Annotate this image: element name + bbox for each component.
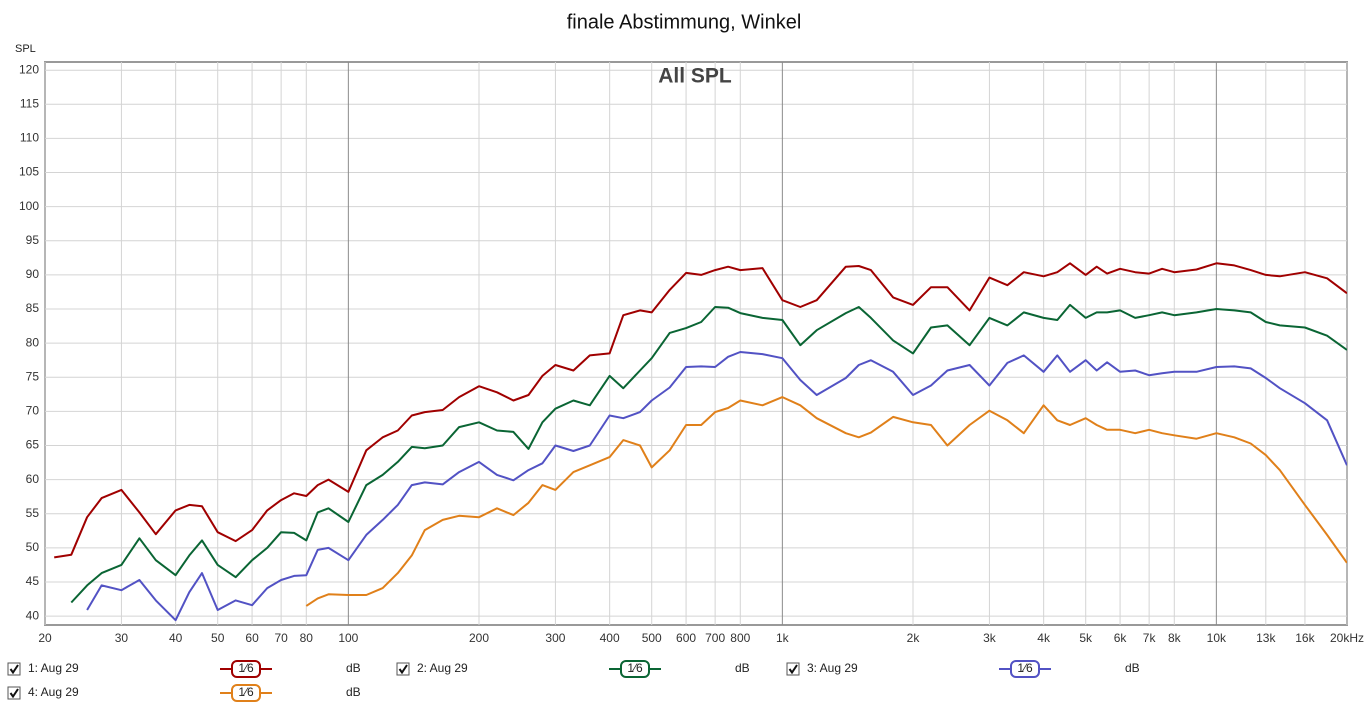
x-tick-label: 200 [469, 631, 489, 645]
legend-checkbox[interactable] [396, 662, 410, 676]
y-tick-label: 70 [26, 404, 40, 418]
x-tick-label: 2k [907, 631, 921, 645]
x-tick-label: 7k [1143, 631, 1157, 645]
check-mark [9, 688, 19, 699]
annotation: All SPL [658, 65, 732, 88]
y-tick-label: 80 [26, 335, 40, 349]
series-line [54, 262, 1347, 559]
y-tick-label: 95 [26, 233, 40, 247]
y-tick-label: 65 [26, 438, 40, 452]
series-line [70, 303, 1347, 604]
x-tick-label: 1k [776, 631, 790, 645]
x-tick-label: 60 [245, 631, 259, 645]
x-tick-label: 40 [169, 631, 183, 645]
legend-item: 2: Aug 29 1⁄6 dB [396, 660, 750, 678]
y-tick-label: 120 [19, 62, 39, 76]
y-tick-label: 100 [19, 199, 39, 213]
x-tick-label: 20 [38, 631, 52, 645]
series-line [86, 351, 1347, 622]
x-tick-label: 700 [705, 631, 725, 645]
x-tick-label: 4k [1037, 631, 1051, 645]
x-tick-label: 13k [1256, 631, 1276, 645]
y-tick-label: 45 [26, 574, 40, 588]
smoothing-label: 1⁄6 [1017, 661, 1033, 675]
smoothing-box [1010, 660, 1040, 678]
y-tick-label: 110 [20, 131, 39, 145]
y-tick-label: 40 [26, 608, 40, 622]
x-tick-label: 3k [983, 631, 997, 645]
x-tick-label: 70 [274, 631, 288, 645]
x-tick-label: 5k [1079, 631, 1093, 645]
smoothing-label: 1⁄6 [238, 661, 254, 675]
y-tick-label: 90 [26, 267, 40, 281]
x-tick-label: 50 [211, 631, 225, 645]
legend-label: 1: Aug 29 [28, 661, 79, 675]
check-mark [788, 664, 798, 675]
chart-title: finale Abstimmung, Winkel [567, 11, 802, 33]
legend-label: 3: Aug 29 [807, 661, 858, 675]
y-tick-label: 75 [26, 369, 40, 383]
legend-checkbox[interactable] [7, 686, 21, 700]
smoothing-box [620, 660, 650, 678]
x-tick-label: 20kHz [1330, 631, 1364, 645]
series-line [305, 396, 1347, 607]
x-tick-label: 800 [730, 631, 750, 645]
x-tick-label: 100 [338, 631, 358, 645]
x-tick-label: 30 [115, 631, 129, 645]
x-tick-label: 500 [642, 631, 662, 645]
x-tick-label: 80 [300, 631, 314, 645]
y-tick-label: 60 [26, 472, 40, 486]
smoothing-box [231, 660, 261, 678]
legend-label: 2: Aug 29 [417, 661, 468, 675]
y-tick-label: 85 [26, 301, 40, 315]
x-tick-label: 6k [1114, 631, 1128, 645]
unit-label: dB [735, 661, 750, 675]
y-tick-label: 50 [26, 540, 40, 554]
check-mark [9, 664, 19, 675]
smoothing-label: 1⁄6 [627, 661, 643, 675]
x-tick-label: 300 [545, 631, 565, 645]
x-tick-label: 8k [1168, 631, 1182, 645]
legend-item: 1: Aug 29 1⁄6 dB [7, 660, 361, 678]
smoothing-label: 1⁄6 [238, 685, 254, 699]
legend-item: 3: Aug 29 1⁄6 dB [786, 660, 1140, 678]
smoothing-box [231, 684, 261, 702]
y-tick-label: 115 [20, 96, 39, 110]
legend-label: 4: Aug 29 [28, 685, 79, 699]
y-tick-label: 55 [26, 506, 40, 520]
x-tick-label: 600 [676, 631, 696, 645]
unit-label: dB [1125, 661, 1140, 675]
unit-label: dB [346, 685, 361, 699]
unit-label: dB [346, 661, 361, 675]
x-tick-label: 16k [1295, 631, 1315, 645]
grid [44, 62, 1348, 625]
legend-checkbox[interactable] [786, 662, 800, 676]
check-mark [398, 664, 408, 675]
y-axis-label: SPL [15, 43, 36, 55]
x-tick-label: 10k [1207, 631, 1227, 645]
legend-checkbox[interactable] [7, 662, 21, 676]
legend-item: 4: Aug 29 1⁄6 dB [7, 684, 361, 702]
x-tick-label: 400 [600, 631, 620, 645]
y-tick-label: 105 [19, 165, 39, 179]
